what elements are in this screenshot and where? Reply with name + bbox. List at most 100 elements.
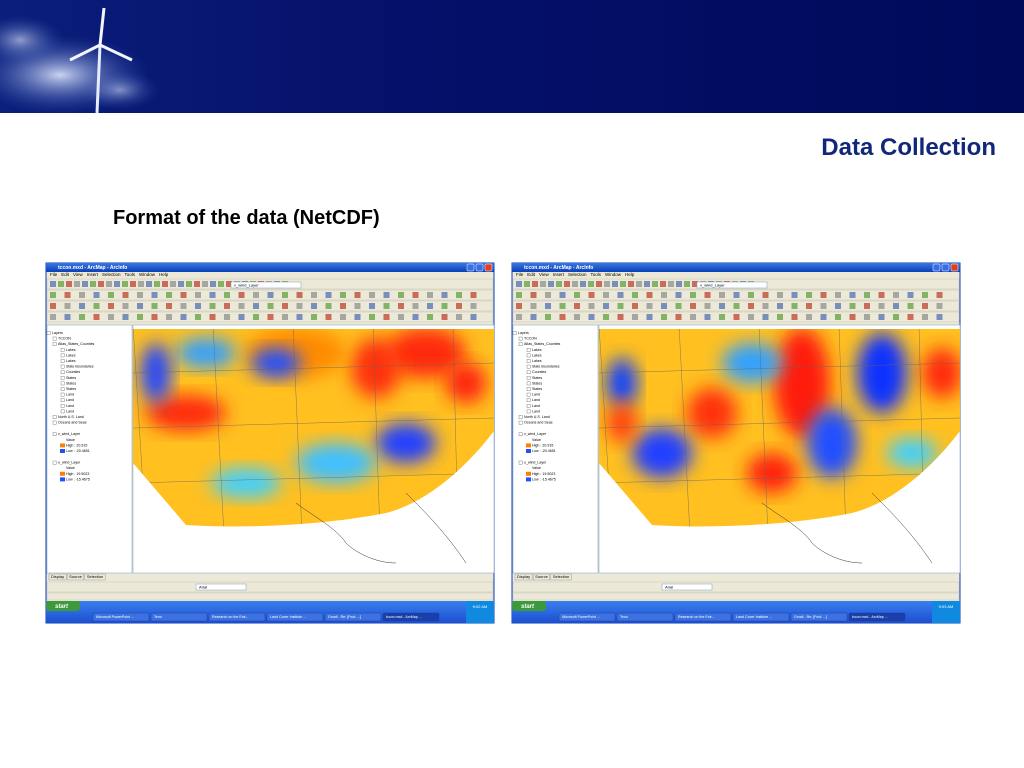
tool-icon[interactable] [636,281,642,287]
toc-tab[interactable]: Display [51,574,64,579]
tool-icon[interactable] [296,314,303,320]
tool-icon[interactable] [835,292,841,298]
tool-icon[interactable] [114,281,120,287]
toc-checkbox[interactable] [52,460,57,465]
tool-icon[interactable] [936,314,943,320]
tool-icon[interactable] [50,314,56,320]
tool-icon[interactable] [66,281,72,287]
tool-icon[interactable] [122,281,128,287]
toc-checkbox[interactable] [518,420,523,425]
tool-icon[interactable] [325,314,332,320]
tool-icon[interactable] [50,292,56,298]
window-button[interactable] [475,263,484,272]
toc-checkbox[interactable] [60,398,65,403]
tool-icon[interactable] [777,314,783,320]
tool-icon[interactable] [238,314,245,320]
toc-checkbox[interactable] [518,342,523,346]
tool-icon[interactable] [50,281,56,287]
tool-icon[interactable] [893,314,899,320]
tool-icon[interactable] [296,303,303,309]
tool-icon[interactable] [210,281,216,287]
toc-checkbox[interactable] [60,403,65,408]
tool-icon[interactable] [441,303,448,309]
task-button[interactable] [732,612,790,622]
tool-icon[interactable] [719,314,725,320]
toc-checkbox[interactable] [60,353,65,358]
tool-icon[interactable] [617,292,624,298]
tool-icon[interactable] [64,314,71,320]
toc-checkbox[interactable] [52,415,57,419]
toc-checkbox[interactable] [60,387,65,391]
toc-checkbox[interactable] [52,336,57,341]
task-button[interactable] [848,612,906,622]
tool-icon[interactable] [632,292,638,298]
tool-icon[interactable] [79,292,85,298]
tool-icon[interactable] [122,314,129,320]
tool-icon[interactable] [202,281,208,287]
tool-icon[interactable] [296,292,303,298]
tool-icon[interactable] [108,303,114,309]
tool-icon[interactable] [151,292,158,298]
tool-icon[interactable] [676,281,682,287]
toc-checkbox[interactable] [526,364,531,369]
tool-icon[interactable] [580,281,586,287]
tool-icon[interactable] [588,314,595,320]
tool-icon[interactable] [806,314,812,320]
tool-icon[interactable] [936,303,943,309]
tool-icon[interactable] [864,303,870,309]
tool-icon[interactable] [661,292,667,298]
tool-icon[interactable] [588,292,595,298]
tool-icon[interactable] [180,303,187,309]
task-button[interactable] [674,612,732,622]
toc-checkbox[interactable] [60,375,65,380]
tool-icon[interactable] [603,303,609,309]
tool-icon[interactable] [82,281,88,287]
tool-icon[interactable] [137,314,143,320]
toc-checkbox[interactable] [526,392,531,397]
tool-icon[interactable] [93,292,100,298]
toc-checkbox[interactable] [526,370,531,374]
toc-checkbox[interactable] [526,353,531,358]
tool-icon[interactable] [340,303,346,309]
tool-icon[interactable] [98,281,104,287]
toc-checkbox[interactable] [526,398,531,403]
tool-icon[interactable] [733,314,740,320]
tool-icon[interactable] [835,303,841,309]
tool-icon[interactable] [564,281,570,287]
tool-icon[interactable] [559,314,566,320]
tool-icon[interactable] [704,303,711,309]
toc-tab[interactable]: Source [535,574,548,579]
tool-icon[interactable] [282,303,288,309]
tool-icon[interactable] [106,281,112,287]
tool-icon[interactable] [130,281,136,287]
tool-icon[interactable] [530,292,537,298]
tool-icon[interactable] [282,292,288,298]
tool-icon[interactable] [661,314,667,320]
tool-icon[interactable] [137,303,143,309]
tool-icon[interactable] [151,314,158,320]
tool-icon[interactable] [369,314,375,320]
task-button[interactable] [558,612,616,622]
tool-icon[interactable] [516,314,522,320]
tool-icon[interactable] [556,281,562,287]
tool-icon[interactable] [166,314,172,320]
tool-icon[interactable] [238,292,245,298]
toc-checkbox[interactable] [518,415,523,419]
tool-icon[interactable] [282,314,288,320]
tool-icon[interactable] [748,292,754,298]
tool-icon[interactable] [632,314,638,320]
tool-icon[interactable] [166,303,172,309]
tool-icon[interactable] [224,303,230,309]
tool-icon[interactable] [620,281,626,287]
tool-icon[interactable] [311,303,317,309]
toc-checkbox[interactable] [526,347,531,352]
tool-icon[interactable] [412,303,419,309]
toc-checkbox[interactable] [60,370,65,374]
tool-icon[interactable] [922,314,928,320]
tool-icon[interactable] [93,303,100,309]
tool-icon[interactable] [138,281,144,287]
tool-icon[interactable] [762,303,769,309]
tool-icon[interactable] [806,292,812,298]
tool-icon[interactable] [79,314,85,320]
tool-icon[interactable] [652,281,658,287]
